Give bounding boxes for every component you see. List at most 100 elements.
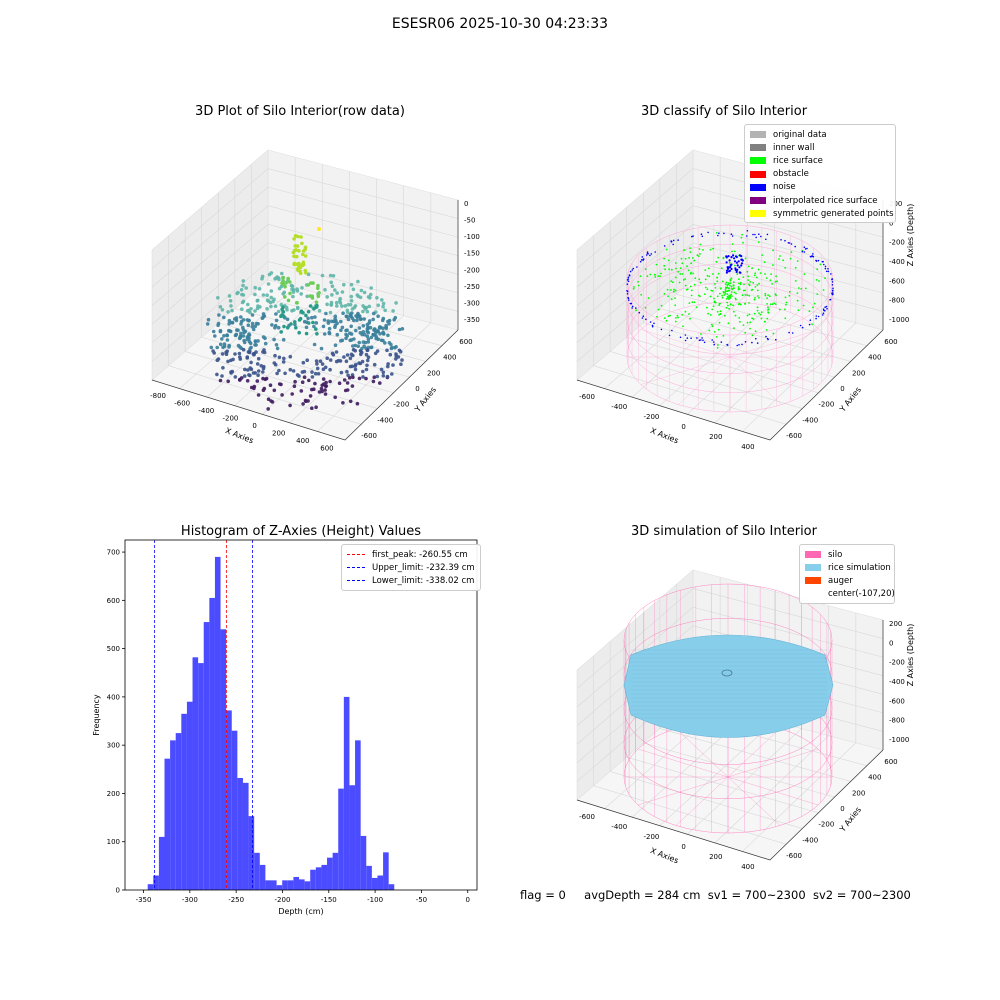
raw-point — [399, 362, 403, 366]
noise-point — [639, 260, 642, 263]
simulation-3d-plot: -600-400-2000200400-600-400-200020040060… — [576, 569, 915, 871]
raw-point — [385, 374, 390, 379]
raw-point — [357, 340, 362, 345]
raw-point — [365, 309, 370, 314]
raw-point — [229, 304, 233, 308]
histogram-bar — [237, 778, 243, 890]
rice-surface-point — [663, 317, 666, 319]
grid-line — [631, 294, 748, 398]
y-tick-label: -200 — [818, 401, 834, 409]
z-tick-label: -150 — [464, 250, 480, 258]
raw-point — [343, 304, 348, 308]
raw-point — [326, 319, 330, 323]
grid-line — [151, 242, 269, 344]
y-tick-label: -600 — [786, 432, 802, 440]
rice-surface-point — [729, 294, 732, 297]
noise-point — [631, 269, 634, 271]
raw-point — [320, 362, 325, 366]
rice-surface-point — [716, 276, 718, 279]
rice-surface-point — [647, 297, 650, 299]
raw-point — [321, 324, 326, 329]
raw-point — [394, 354, 398, 358]
rice-surface-point — [784, 296, 787, 299]
rice-surface-point — [784, 308, 786, 311]
footer-sv1: sv1 = 700~2300 — [707, 888, 806, 902]
raw-peak-point — [280, 307, 284, 312]
raw-point — [372, 362, 377, 367]
noise-point — [725, 261, 728, 264]
noise-point — [760, 235, 762, 238]
x-tick-label: 0 — [252, 422, 256, 430]
rice-surface-point — [710, 323, 713, 326]
raw-point — [342, 355, 346, 359]
legend-label: first_peak: -260.55 cm — [372, 549, 468, 560]
rice-surface-point — [663, 264, 666, 267]
raw-point — [283, 371, 287, 376]
rice-surface-point — [693, 301, 696, 304]
histogram-bar — [203, 622, 210, 890]
raw-point — [269, 289, 274, 293]
raw-point — [227, 322, 231, 326]
noise-point — [628, 299, 630, 301]
raw-peak-point — [281, 275, 285, 280]
raw-peak-point — [315, 332, 319, 336]
noise-point — [725, 271, 728, 274]
raw-point — [237, 351, 242, 356]
rice-surface-point — [727, 283, 730, 286]
raw-peak-point — [304, 331, 309, 336]
raw-point — [317, 308, 322, 313]
raw-point — [316, 372, 321, 376]
rice-surface-point — [720, 287, 722, 290]
raw-point — [275, 371, 279, 376]
rice-surface-point — [715, 336, 718, 338]
rice-surface-point — [693, 283, 696, 286]
rice-surface-point — [655, 263, 658, 266]
raw-point — [233, 375, 238, 379]
rice-surface-point — [798, 287, 800, 289]
rice-surface-point — [748, 283, 750, 286]
grid-line — [576, 205, 694, 306]
noise-point — [734, 268, 737, 271]
raw-point — [344, 359, 349, 364]
rice-surface-point — [765, 277, 768, 279]
raw-point — [361, 324, 366, 328]
noise-point — [788, 331, 790, 334]
raw-point — [365, 363, 369, 368]
x-tick-label: 0 — [466, 896, 470, 904]
raw-point — [218, 305, 223, 309]
raw-point — [333, 314, 338, 319]
raw-point — [366, 340, 371, 344]
noise-point — [627, 297, 630, 300]
rice-surface-point — [644, 268, 647, 271]
raw-point — [310, 406, 314, 411]
noise-point — [730, 233, 733, 235]
raw-point — [243, 329, 248, 334]
rice-surface-point — [687, 269, 690, 272]
x-tick-label: 0 — [681, 423, 685, 431]
noise-point — [641, 256, 644, 258]
raw-point — [216, 296, 220, 300]
z-tick-label: 0 — [889, 639, 893, 647]
rice-surface-point — [778, 308, 781, 311]
rice-surface-point — [742, 289, 745, 292]
rice-surface-point — [757, 268, 760, 271]
center-marker — [721, 669, 733, 677]
rice-surface-point — [773, 302, 776, 305]
grid-line — [593, 365, 787, 425]
raw-point — [339, 319, 343, 324]
z-tick-label: -1000 — [889, 316, 909, 324]
raw-point — [346, 310, 350, 315]
rice-surface-point — [768, 295, 771, 298]
raw-point — [356, 312, 360, 317]
noise-point — [755, 236, 757, 239]
raw-point — [291, 369, 296, 373]
raw-point — [314, 359, 319, 363]
raw-point — [366, 355, 371, 359]
raw-point — [225, 338, 230, 342]
raw-point — [329, 319, 334, 324]
rice-surface-point — [724, 314, 726, 317]
legend-item: interpolated rice surface — [750, 194, 890, 207]
rice-surface-point — [760, 311, 763, 314]
simulation-plot-title: 3D simulation of Silo Interior — [631, 524, 817, 539]
raw-point — [314, 321, 319, 325]
